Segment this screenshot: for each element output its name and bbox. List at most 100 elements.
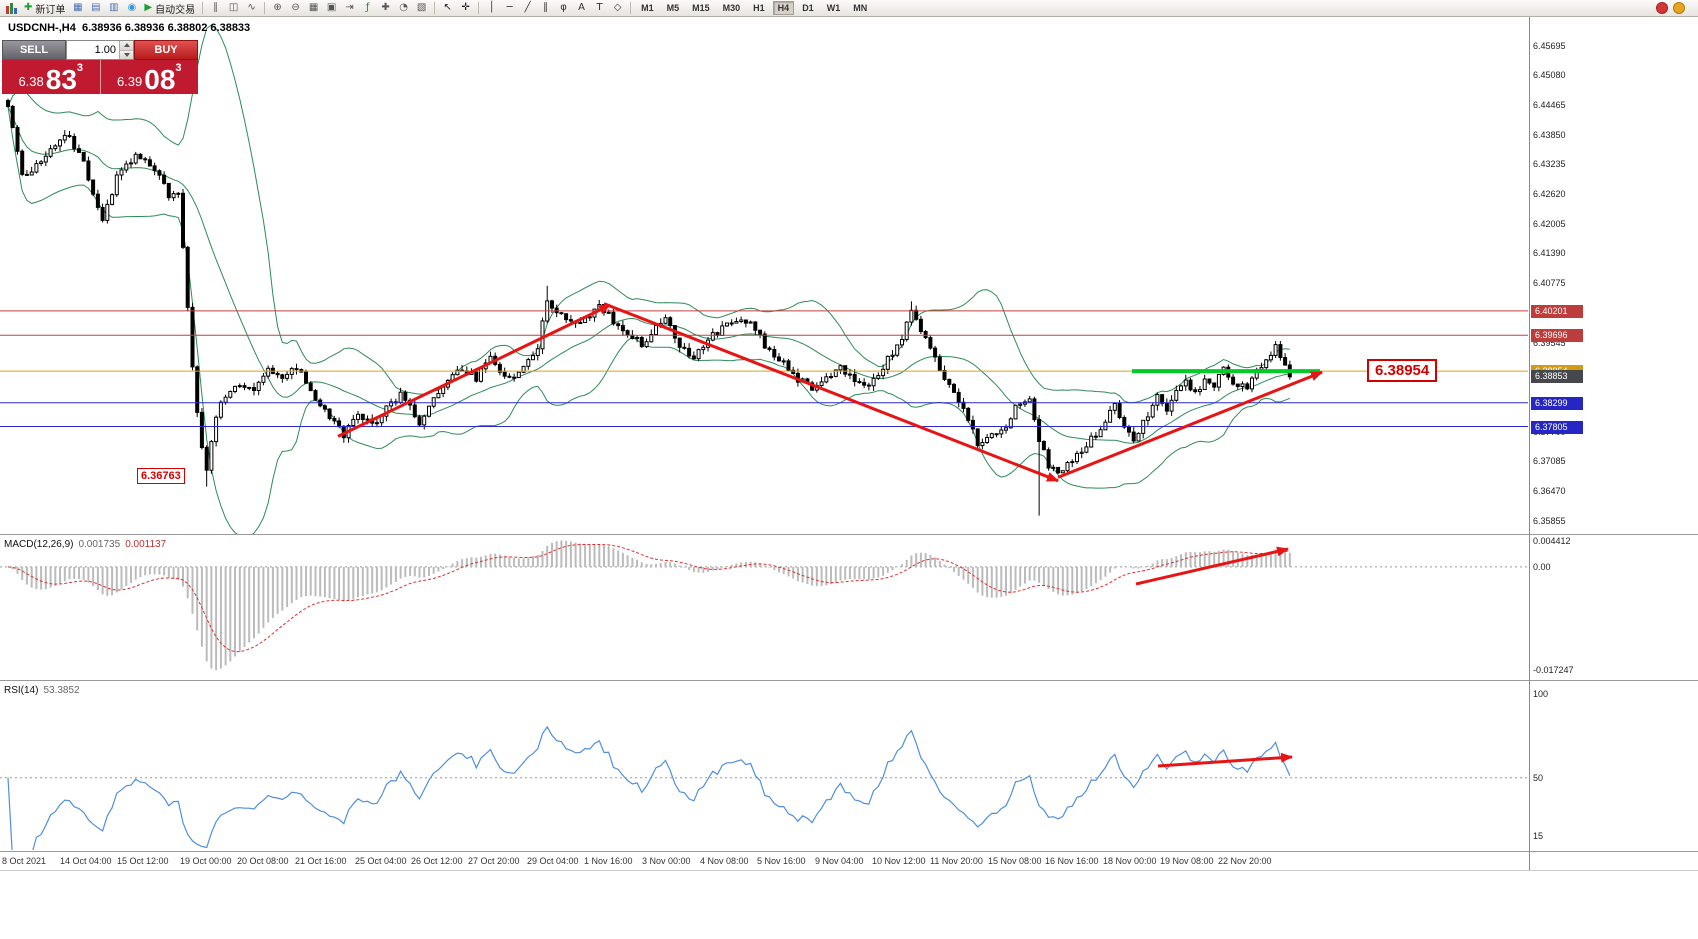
- navigator-icon-glyph: ▥: [109, 2, 119, 13]
- toolbar: ✚ 新订单 ▦ ▤ ▥ ◉ ▶ 自动交易 ∥ ◫ ∿ ⊕ ⊖ ▦ ▣ ⇥ ƒ ✚ ◔ ▧ ↖ ✛ │ ─ ╱ ∥ φ A T ◇ M1 M5 M…: [0, 0, 1698, 17]
- market-watch-icon-glyph: ▦: [73, 2, 83, 13]
- buy-button[interactable]: BUY: [134, 40, 198, 60]
- rsi-title: RSI(14): [4, 685, 39, 696]
- text-icon[interactable]: A: [573, 1, 590, 16]
- sell-price-big: 83: [45, 63, 77, 95]
- sell-price-prefix: 6.38: [18, 74, 44, 89]
- mt-chart-logo-icon: [6, 2, 17, 14]
- sell-button[interactable]: SELL: [2, 40, 66, 60]
- zoom-out-icon[interactable]: ⊖: [287, 1, 304, 16]
- data-window-icon-glyph: ▤: [91, 2, 101, 13]
- text-label-icon[interactable]: T: [591, 1, 608, 16]
- timeframe-m15-button[interactable]: M15: [692, 3, 710, 13]
- indicators-icon[interactable]: ƒ: [359, 1, 376, 16]
- new-order-button-glyph: ✚: [24, 2, 33, 13]
- timeframe-h4-button[interactable]: H4: [772, 1, 795, 15]
- navigator-icon[interactable]: ▥: [105, 1, 122, 16]
- shapes-icon-glyph: ◇: [613, 2, 622, 13]
- horizontal-line-icon[interactable]: ─: [501, 1, 518, 16]
- equidistant-channel-icon-glyph: ∥: [543, 2, 549, 13]
- timeframe-m1-button[interactable]: M1: [641, 3, 654, 13]
- periods-icon-glyph: ◔: [399, 2, 408, 13]
- new-chart-icon[interactable]: [3, 1, 20, 16]
- cursor-icon[interactable]: ↖: [439, 1, 456, 16]
- text-icon-glyph: A: [578, 2, 586, 13]
- toolbar-separator: [264, 2, 266, 14]
- zoom-in-icon-glyph: ⊕: [273, 2, 282, 13]
- chart-shift-icon[interactable]: ⇥: [341, 1, 358, 16]
- periods-icon[interactable]: ◔: [395, 1, 412, 16]
- fibonacci-icon[interactable]: φ: [555, 1, 572, 16]
- chart-title: USDCNH-,H4 6.38936 6.38936 6.38802 6.388…: [8, 22, 251, 34]
- mql5-icon[interactable]: [1673, 2, 1685, 14]
- bar-chart-icon[interactable]: ∥: [207, 1, 224, 16]
- equidistant-channel-icon[interactable]: ∥: [537, 1, 554, 16]
- volume-stepper[interactable]: [66, 40, 134, 60]
- shapes-icon[interactable]: ◇: [609, 1, 626, 16]
- text-label-icon-glyph: T: [596, 2, 603, 13]
- rsi-value: 53.3852: [43, 685, 80, 696]
- panel-separator-chart-macd[interactable]: [0, 534, 1698, 535]
- add-indicator-icon[interactable]: ✚: [377, 1, 394, 16]
- timeframe-w1-button[interactable]: W1: [826, 3, 841, 13]
- auto-arrange-icon[interactable]: ▣: [323, 1, 340, 16]
- volume-input[interactable]: [67, 41, 119, 59]
- toolbar-right-icons: [1656, 2, 1685, 14]
- panel-separator-rsi-timeaxis[interactable]: [0, 851, 1698, 852]
- volume-spinner: [119, 41, 133, 59]
- trade-panel-prices: 6.38 83 3 6.39 08 3: [2, 60, 198, 94]
- indicators-icon-glyph: ƒ: [365, 2, 370, 13]
- signals-icon-glyph: ◉: [127, 2, 137, 13]
- timeframe-m5-button[interactable]: M5: [666, 3, 680, 13]
- chart-shift-icon-glyph: ⇥: [345, 2, 354, 13]
- sell-price[interactable]: 6.38 83 3: [2, 60, 100, 94]
- auto-trading-button[interactable]: ▶ 自动交易: [141, 1, 198, 16]
- fibonacci-icon-glyph: φ: [560, 2, 567, 13]
- tile-windows-icon-glyph: ▦: [308, 2, 319, 13]
- trade-panel-controls: SELL BUY: [2, 40, 198, 60]
- zoom-in-icon[interactable]: ⊕: [269, 1, 286, 16]
- price-annotation-target[interactable]: 6.38954: [1367, 359, 1438, 383]
- toolbar-separator: [434, 2, 436, 14]
- templates-icon[interactable]: ▧: [413, 1, 430, 16]
- buy-price[interactable]: 6.39 08 3: [101, 60, 199, 94]
- add-indicator-icon-glyph: ✚: [381, 2, 390, 13]
- buy-price-sup: 3: [175, 62, 182, 74]
- macd-title: MACD(12,26,9): [4, 539, 74, 550]
- templates-icon-glyph: ▧: [416, 2, 427, 13]
- data-window-icon[interactable]: ▤: [87, 1, 104, 16]
- timeframe-d1-button[interactable]: D1: [802, 3, 814, 13]
- macd-main-value: 0.001735: [78, 539, 121, 550]
- auto-trading-button-glyph: ▶: [144, 2, 153, 13]
- line-chart-icon[interactable]: ∿: [243, 1, 260, 16]
- zoom-out-icon-glyph: ⊖: [291, 2, 300, 13]
- volume-increase-button[interactable]: [120, 41, 133, 51]
- vertical-line-icon-glyph: │: [488, 2, 495, 13]
- volume-decrease-button[interactable]: [120, 50, 133, 59]
- timeframe-m30-button[interactable]: M30: [722, 3, 741, 13]
- price-annotation-low[interactable]: 6.36763: [137, 467, 185, 484]
- trendline-icon-glyph: ╱: [524, 2, 531, 13]
- rsi-indicator-label: RSI(14) 53.3852: [4, 685, 80, 696]
- trendline-icon[interactable]: ╱: [519, 1, 536, 16]
- toolbar-separator: [630, 2, 632, 14]
- horizontal-line-icon-glyph: ─: [506, 2, 513, 13]
- new-order-button[interactable]: ✚ 新订单: [21, 1, 68, 16]
- macd-indicator-label: MACD(12,26,9) 0.001735 0.001137: [4, 539, 166, 550]
- bar-chart-icon-glyph: ∥: [213, 2, 219, 13]
- market-watch-icon[interactable]: ▦: [69, 1, 86, 16]
- timeaxis-bottom-border: [0, 870, 1698, 871]
- crosshair-icon[interactable]: ✛: [457, 1, 474, 16]
- timeframe-mn-button[interactable]: MN: [853, 3, 868, 13]
- candlestick-chart-icon[interactable]: ◫: [225, 1, 242, 16]
- vertical-line-icon[interactable]: │: [483, 1, 500, 16]
- community-icon[interactable]: [1656, 2, 1668, 14]
- tile-windows-icon[interactable]: ▦: [305, 1, 322, 16]
- buy-price-big: 08: [144, 63, 176, 95]
- timeframe-h1-button[interactable]: H1: [753, 3, 765, 13]
- panel-separator-macd-rsi[interactable]: [0, 680, 1698, 681]
- signals-icon[interactable]: ◉: [123, 1, 140, 16]
- new-order-button-label: 新订单: [35, 4, 66, 16]
